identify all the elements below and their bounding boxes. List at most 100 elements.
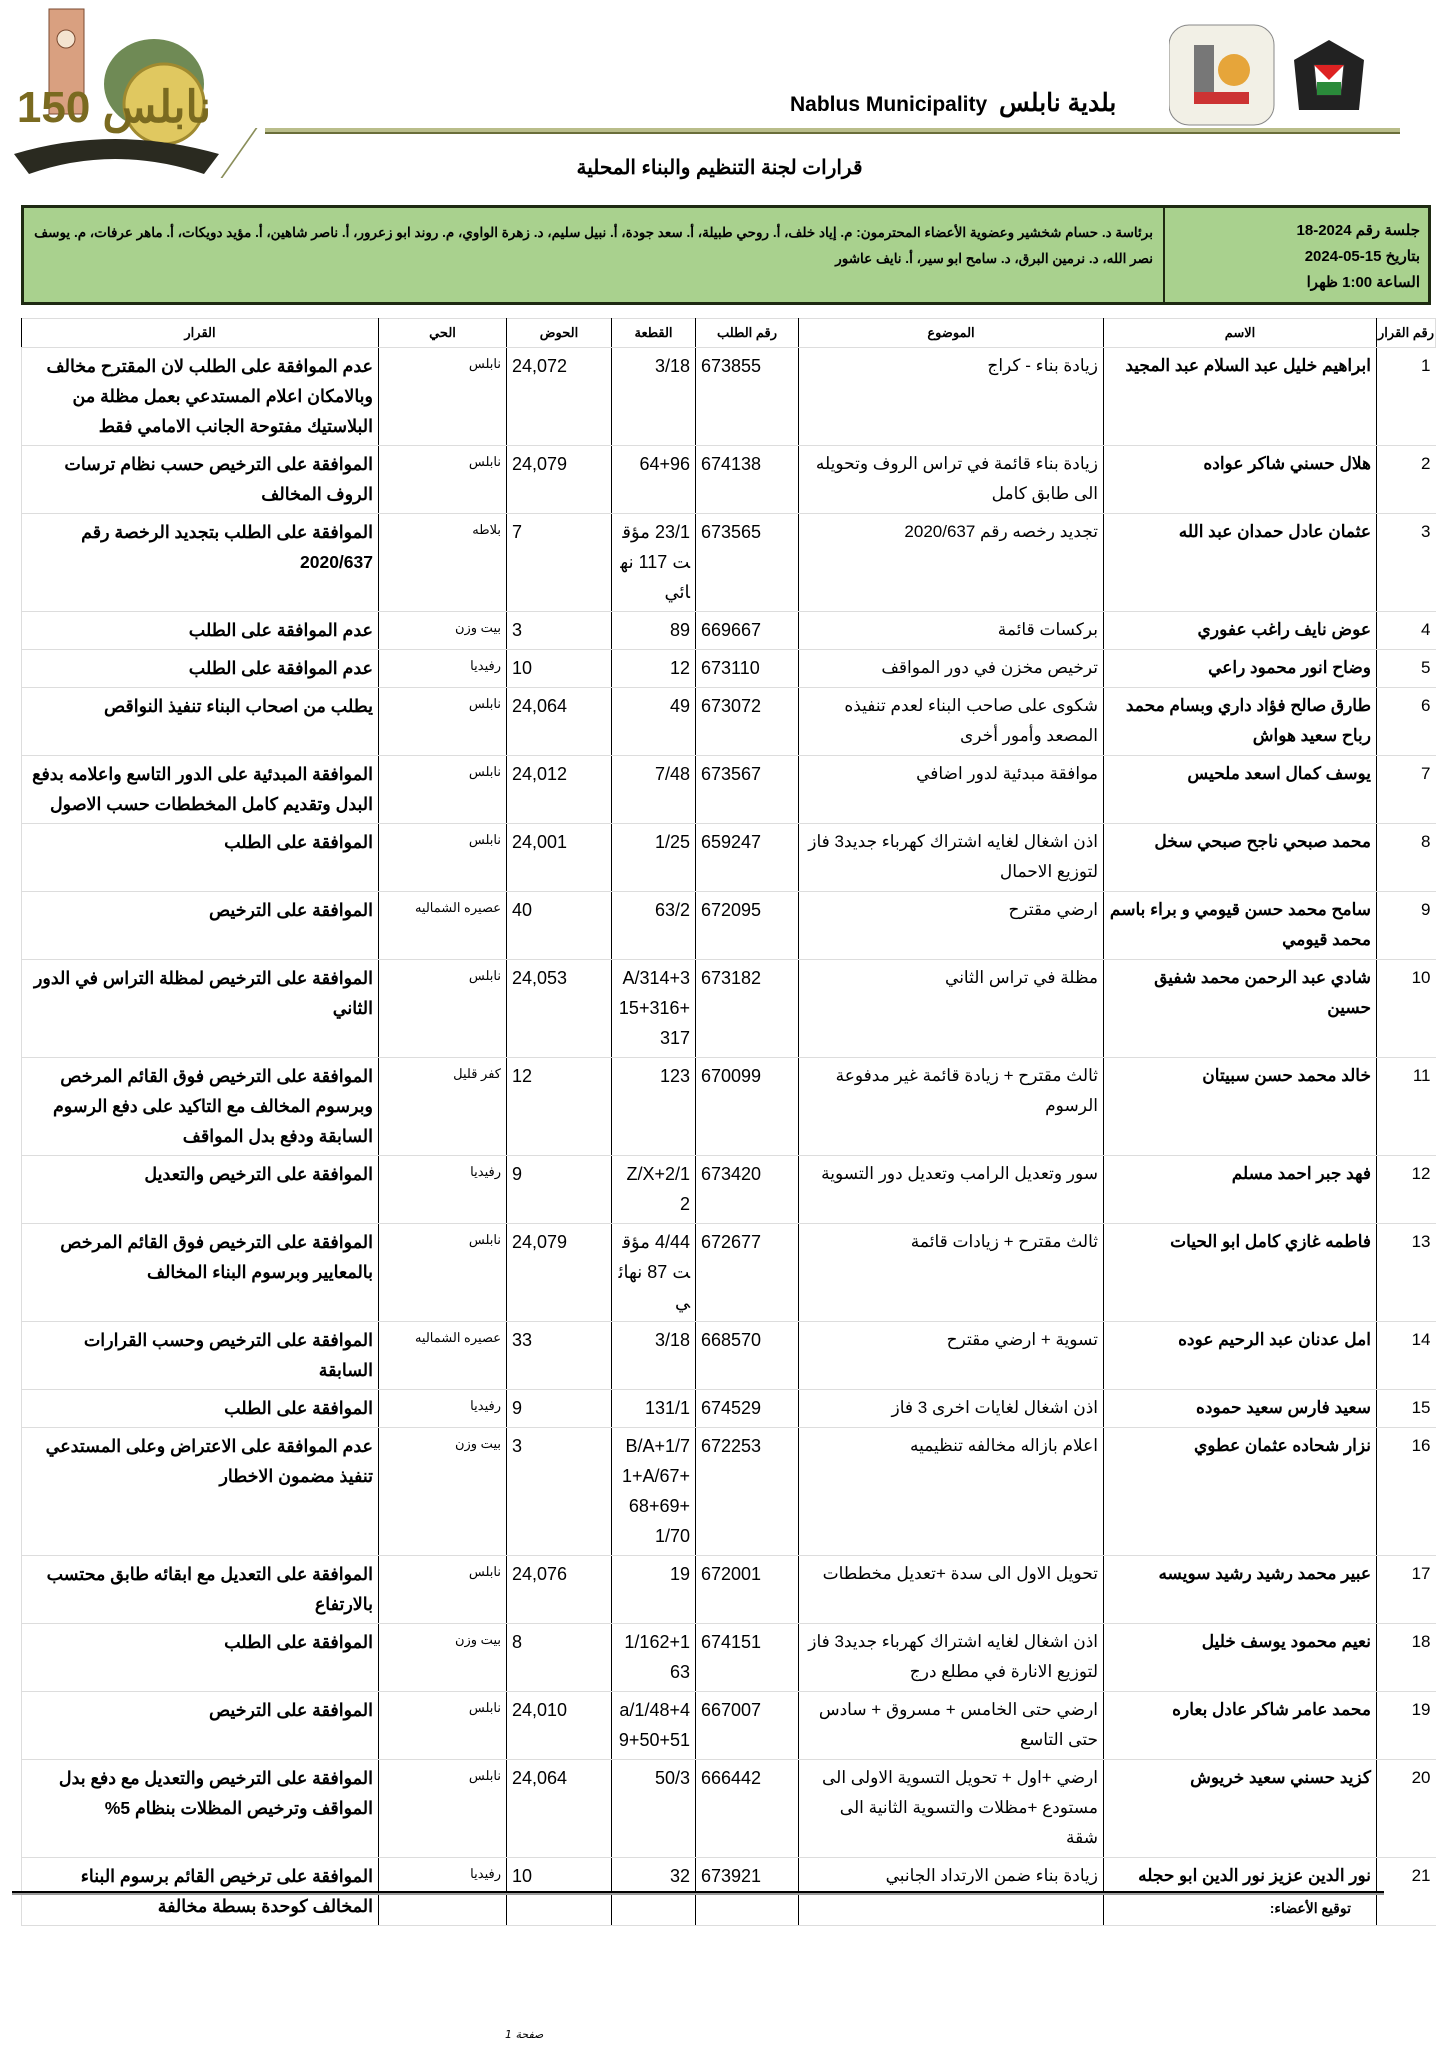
column-header-district: الحي: [378, 318, 507, 348]
table-row: 18 نعيم محمود يوسف خليل اذن اشغال لغايه اش…: [21, 1623, 1436, 1692]
cell-decision: الموافقة على الترخيص والتعديل مع دفع بدل…: [21, 1759, 379, 1858]
cell-subject: اذن اشغال لغايه اشتراك كهرباء جديد3 فاز …: [798, 823, 1104, 892]
cell-request-number: 673110: [695, 649, 799, 688]
table-row: 1 ابراهيم خليل عبد السلام عبد المجيد زيادة…: [21, 347, 1436, 446]
session-number: جلسة رقم 2024-18: [1296, 222, 1420, 239]
cell-decision-number: 7: [1376, 755, 1436, 824]
cell-decision-number: 5: [1376, 649, 1436, 688]
cell-parcel: 3/18: [611, 1321, 696, 1390]
cell-parcel: 3/18: [611, 347, 696, 446]
cell-subject: زيادة بناء قائمة في تراس الروف وتحويله ا…: [798, 445, 1104, 514]
cell-parcel: 7/48: [611, 755, 696, 824]
cell-district: نابلس: [378, 1555, 507, 1624]
cell-basin: 10: [506, 649, 612, 688]
cell-name: طارق صالح فؤاد داري وبسام محمد رباح سعيد…: [1103, 687, 1377, 756]
cell-district: نابلس: [378, 1691, 507, 1760]
cell-district: بيت وزن: [378, 1623, 507, 1692]
column-header-decision-number: رقم القرار: [1376, 318, 1436, 348]
cell-decision: الموافقة على الترخيص حسب نظام ترسات الرو…: [21, 445, 379, 514]
cell-name: نعيم محمود يوسف خليل: [1103, 1623, 1377, 1692]
cell-basin: 40: [506, 891, 612, 960]
table-row: 15 سعيد فارس سعيد حموده اذن اشغال لغايات ا…: [21, 1389, 1436, 1428]
table-row: 9 سامح محمد حسن قيومي و براء باسم محمد قي…: [21, 891, 1436, 960]
cell-subject: تحويل الاول الى سدة +تعديل مخططات: [798, 1555, 1104, 1624]
cell-subject: مظلة في تراس الثاني: [798, 959, 1104, 1058]
cell-decision-number: 16: [1376, 1427, 1436, 1556]
cell-request-number: 673420: [695, 1155, 799, 1224]
table-row: 13 فاطمه غازي كامل ابو الحيات ثالث مقترح +…: [21, 1223, 1436, 1322]
cell-request-number: 668570: [695, 1321, 799, 1390]
logo-text: 150 نابلس: [17, 83, 211, 134]
cell-basin: 7: [506, 513, 612, 612]
cell-name: هلال حسني شاكر عواده: [1103, 445, 1377, 514]
table-row: 20 كزيد حسني سعيد خريوش ارضي +اول + تحويل …: [21, 1759, 1436, 1858]
cell-decision-number: 18: [1376, 1623, 1436, 1692]
cell-parcel: 1/25: [611, 823, 696, 892]
cell-decision-number: 21: [1376, 1857, 1436, 1926]
table-row: 10 شادي عبد الرحمن محمد شفيق حسين مظلة في …: [21, 959, 1436, 1058]
brand-arabic: بلدية نابلس: [999, 89, 1117, 117]
cell-basin: 3: [506, 1427, 612, 1556]
session-time: الساعة 1:00 ظهرا: [1306, 274, 1420, 291]
column-header-decision: القرار: [21, 318, 379, 348]
table-body: 1 ابراهيم خليل عبد السلام عبد المجيد زيادة…: [21, 347, 1436, 1926]
session-meta: جلسة رقم 2024-18 بتاريخ 15-05-2024 الساع…: [1163, 208, 1428, 302]
table-row: 14 امل عدنان عبد الرحيم عوده تسوية + ارضي …: [21, 1321, 1436, 1390]
cell-basin: 24,079: [506, 1223, 612, 1322]
cell-basin: 24,076: [506, 1555, 612, 1624]
cell-district: نابلس: [378, 687, 507, 756]
cell-request-number: 673567: [695, 755, 799, 824]
cell-decision: الموافقة على الترخيص لمظلة التراس في الد…: [21, 959, 379, 1058]
cell-request-number: 670099: [695, 1057, 799, 1156]
session-members: برئاسة د. حسام شخشير وعضوية الأعضاء المح…: [34, 225, 1153, 266]
cell-request-number: 669667: [695, 611, 799, 650]
cell-name: محمد عامر شاكر عادل بعاره: [1103, 1691, 1377, 1760]
cell-decision-number: 2: [1376, 445, 1436, 514]
cell-district: عصيره الشماليه: [378, 1321, 507, 1390]
cell-district: نابلس: [378, 823, 507, 892]
table-row: 8 محمد صبحي ناجح صبحي سخل اذن اشغال لغايه …: [21, 823, 1436, 892]
cell-decision-number: 14: [1376, 1321, 1436, 1390]
cell-name: شادي عبد الرحمن محمد شفيق حسين: [1103, 959, 1377, 1058]
cell-decision-number: 19: [1376, 1691, 1436, 1760]
cell-basin: 3: [506, 611, 612, 650]
cell-decision: الموافقة على الترخيص فوق القائم المرخص ب…: [21, 1223, 379, 1322]
municipality-and-palestine-emblems: [1169, 24, 1364, 126]
cell-parcel: Z/X+2/12: [611, 1155, 696, 1224]
page-title-text: قرارات لجنة التنظيم والبناء المحلية: [576, 157, 863, 179]
cell-parcel: 49: [611, 687, 696, 756]
cell-name: عبير محمد رشيد رشيد سويسه: [1103, 1555, 1377, 1624]
cell-parcel: 12: [611, 649, 696, 688]
cell-request-number: 674138: [695, 445, 799, 514]
table-row: 4 عوض نايف راغب عفوري بركسات قائمة 669667 89…: [21, 611, 1436, 650]
cell-parcel: a/1/48+49+50+51: [611, 1691, 696, 1760]
cell-name: محمد صبحي ناجح صبحي سخل: [1103, 823, 1377, 892]
cell-name: يوسف كمال اسعد ملحيس: [1103, 755, 1377, 824]
cell-subject: اذن اشغال لغايات اخرى 3 فاز: [798, 1389, 1104, 1428]
cell-basin: 24,012: [506, 755, 612, 824]
cell-parcel: 23/1 مؤقت 117 نهائي: [611, 513, 696, 612]
cell-decision: الموافقة على الترخيص: [21, 1691, 379, 1760]
cell-district: كفر قليل: [378, 1057, 507, 1156]
table-row: 16 نزار شحاده عثمان عطوي اعلام بازاله مخال…: [21, 1427, 1436, 1556]
cell-subject: تجديد رخصه رقم 2020/637: [798, 513, 1104, 612]
cell-decision-number: 13: [1376, 1223, 1436, 1322]
cell-subject: اعلام بازاله مخالفه تنظيميه: [798, 1427, 1104, 1556]
cell-name: ابراهيم خليل عبد السلام عبد المجيد: [1103, 347, 1377, 446]
cell-decision-number: 15: [1376, 1389, 1436, 1428]
column-header-basin: الحوض: [506, 318, 612, 348]
cell-parcel: A/314+315+316+317: [611, 959, 696, 1058]
cell-basin: 33: [506, 1321, 612, 1390]
cell-name: فهد جبر احمد مسلم: [1103, 1155, 1377, 1224]
decisions-table: رقم القرار الاسم الموضوع رقم الطلب القطعة الح…: [21, 318, 1436, 1926]
column-header-name: الاسم: [1103, 318, 1377, 348]
cell-decision-number: 11: [1376, 1057, 1436, 1156]
cell-decision: الموافقة على الترخيص فوق القائم المرخص و…: [21, 1057, 379, 1156]
cell-subject: ترخيص مخزن في دور المواقف: [798, 649, 1104, 688]
page-number: صفحة 1: [505, 2028, 544, 2041]
cell-decision: الموافقة على الطلب: [21, 1389, 379, 1428]
cell-parcel: 1/162+163: [611, 1623, 696, 1692]
cell-basin: 24,072: [506, 347, 612, 446]
cell-name: فاطمه غازي كامل ابو الحيات: [1103, 1223, 1377, 1322]
cell-basin: 24,053: [506, 959, 612, 1058]
